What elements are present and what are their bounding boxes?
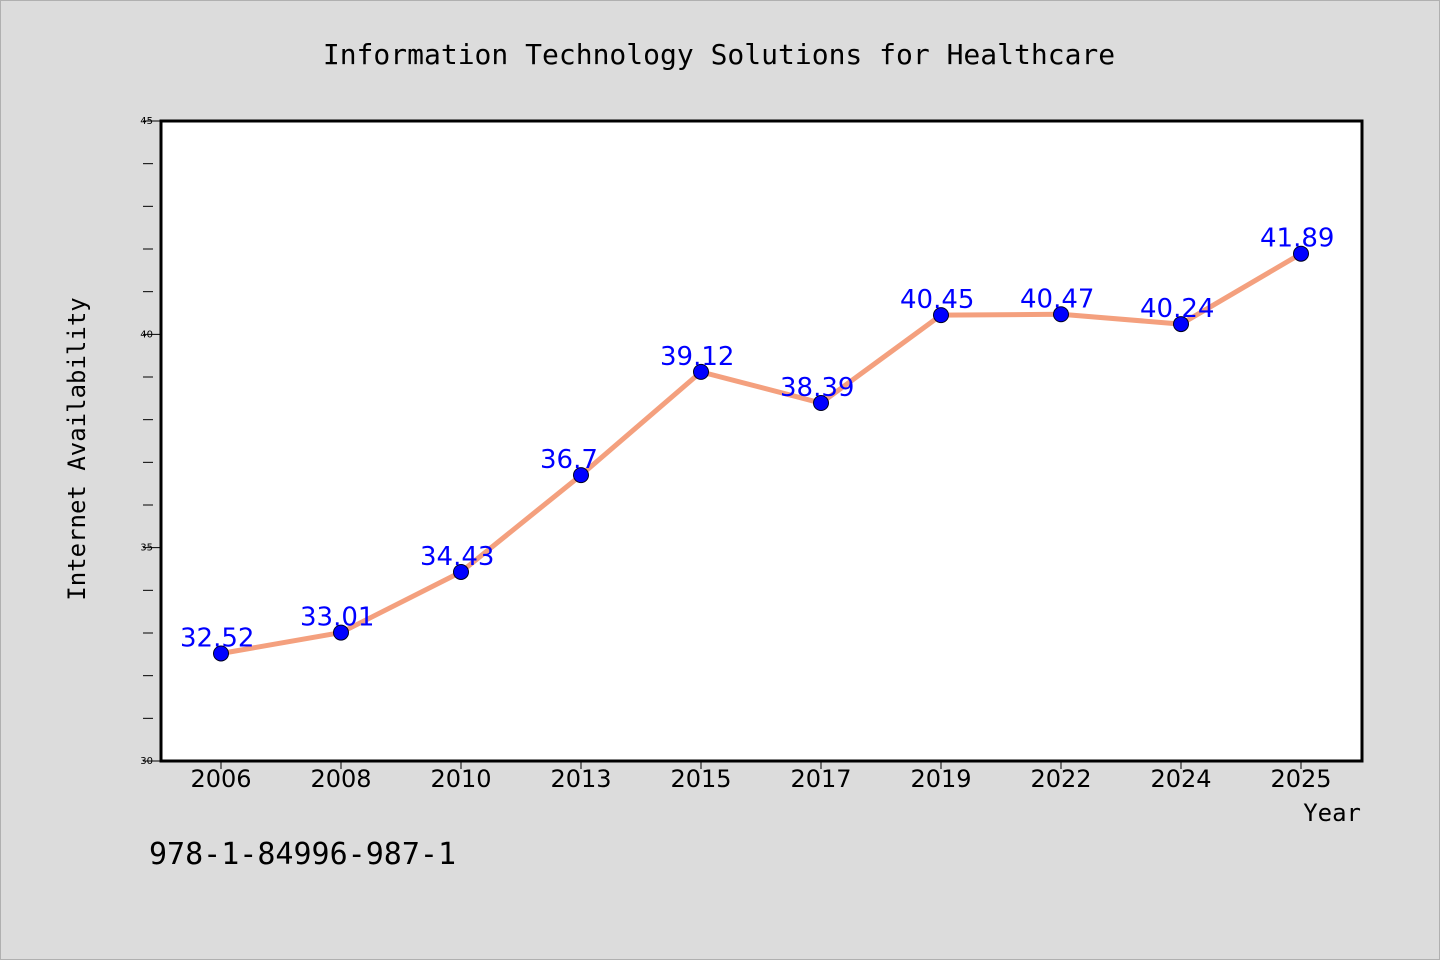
data-point <box>1293 245 1309 262</box>
data-label: 41.89 <box>1260 224 1334 254</box>
isbn-text: 978-1-84996-987-1 <box>149 837 456 872</box>
x-tick-label: 2006 <box>190 765 251 793</box>
series-line <box>218 251 1304 656</box>
y-tick-label: 30 <box>140 756 153 767</box>
data-label: 38.39 <box>780 373 854 403</box>
x-tick-label: 2015 <box>670 765 731 793</box>
data-point <box>1173 316 1189 333</box>
y-minor-ticks <box>143 163 153 719</box>
data-point <box>573 467 589 484</box>
x-tick-label: 2019 <box>910 765 971 793</box>
data-point <box>453 563 469 580</box>
y-tick-label: 35 <box>140 543 153 554</box>
data-point <box>333 624 349 641</box>
x-tick-label: 2022 <box>1030 765 1091 793</box>
data-label: 39.12 <box>660 342 734 372</box>
data-label: 32.52 <box>180 623 254 653</box>
x-tick-label: 2017 <box>790 765 851 793</box>
chart-title: Information Technology Solutions for Hea… <box>323 38 1115 71</box>
data-label: 40.45 <box>900 285 974 315</box>
plot-frame <box>159 119 1364 763</box>
x-axis-label: Year <box>1303 799 1361 827</box>
y-tick-label: 45 <box>140 116 153 127</box>
data-label: 40.24 <box>1140 294 1214 324</box>
y-axis-label: Internet Availability <box>63 297 91 600</box>
x-tick-label: 2024 <box>1150 765 1211 793</box>
data-point <box>813 395 829 412</box>
x-tick-label: 2008 <box>310 765 371 793</box>
data-label: 34.43 <box>420 542 494 572</box>
x-tick-label: 2010 <box>430 765 491 793</box>
data-markers <box>213 245 1309 662</box>
plot-area <box>161 121 1362 761</box>
data-label: 40.47 <box>1020 284 1094 314</box>
x-tick-label: 2025 <box>1270 765 1331 793</box>
data-point <box>933 307 949 324</box>
data-label: 36.7 <box>540 445 598 475</box>
y-axis-ticks: 30 35 40 45 <box>140 116 161 767</box>
data-label: 33.01 <box>300 603 374 633</box>
data-point <box>1053 306 1069 323</box>
data-point <box>693 363 709 380</box>
x-axis-ticks: 2006 2008 2010 2013 2015 2017 2019 2022 2024 2025 <box>190 761 1332 793</box>
x-tick-label: 2013 <box>550 765 611 793</box>
data-labels: 32.52 33.01 34.43 36.7 39.12 38.39 40.45 40.47 4… <box>180 224 1334 654</box>
y-tick-label: 40 <box>140 329 153 340</box>
data-point <box>213 645 229 662</box>
